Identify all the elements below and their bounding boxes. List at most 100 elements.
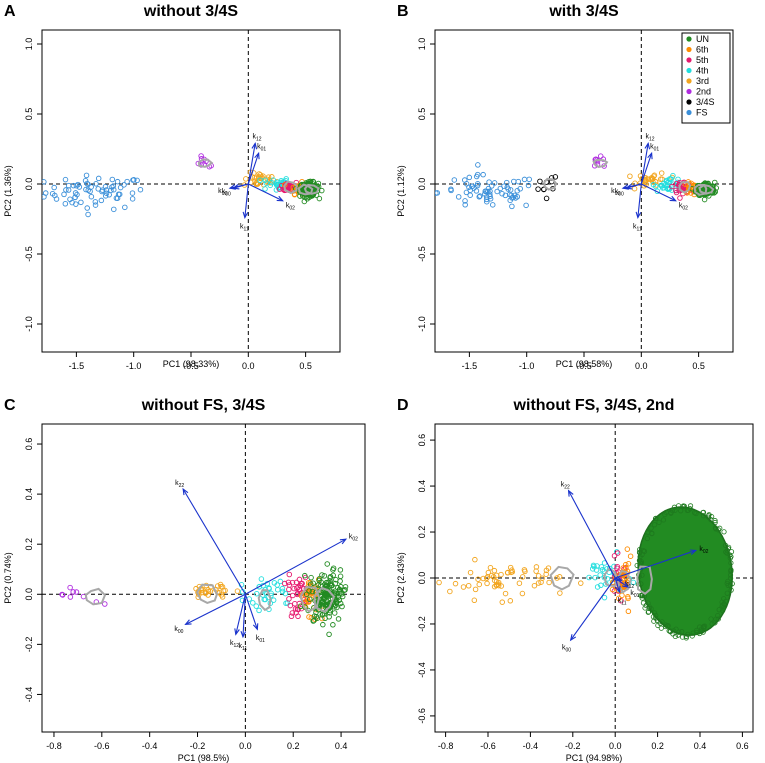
point	[267, 182, 274, 189]
point	[487, 196, 494, 202]
x-axis-label: PC1 (98.33%)	[163, 359, 220, 369]
point	[516, 580, 523, 586]
x-tick-label: 0.5	[692, 361, 705, 371]
point	[335, 594, 342, 601]
arrow-head	[647, 151, 653, 160]
point-UN	[700, 624, 707, 630]
point-UN	[694, 627, 700, 633]
point	[315, 582, 321, 588]
point	[525, 182, 532, 189]
point	[262, 177, 268, 183]
x-tick-label: 0.2	[287, 741, 300, 751]
point	[507, 197, 513, 204]
point-UN	[715, 527, 722, 533]
point	[337, 578, 343, 584]
point	[467, 569, 474, 576]
loading-label-k00: k00	[562, 645, 571, 654]
point	[306, 596, 313, 603]
panel-letter: B	[397, 3, 409, 20]
y-tick-label: 1.0	[417, 38, 427, 51]
y-tick-label: -0.2	[417, 616, 427, 632]
point-UN	[638, 559, 644, 565]
group-3-4S	[535, 174, 559, 202]
point	[460, 584, 467, 590]
point-UN	[709, 514, 715, 520]
point	[650, 179, 656, 185]
point-UN	[639, 595, 645, 601]
point-UN	[724, 590, 730, 596]
point	[509, 203, 515, 210]
point	[75, 181, 81, 188]
point	[337, 586, 343, 593]
group-FS	[435, 162, 532, 210]
point	[590, 562, 597, 569]
loading-label-k10: k10	[611, 188, 620, 197]
loading-arrow-k01	[614, 577, 629, 588]
point	[619, 592, 625, 599]
point	[586, 574, 592, 581]
point	[498, 583, 505, 589]
point	[326, 588, 332, 595]
point	[645, 176, 651, 182]
point	[507, 598, 514, 604]
point	[303, 591, 310, 597]
y-tick-label: 1.0	[24, 38, 34, 51]
point	[594, 584, 601, 590]
point	[95, 175, 102, 182]
point	[292, 606, 299, 612]
point	[339, 603, 345, 610]
point	[499, 599, 506, 605]
point	[658, 170, 665, 176]
point-UN	[673, 626, 679, 632]
point	[335, 616, 342, 622]
point-UN	[653, 515, 659, 521]
point	[321, 573, 328, 579]
x-tick-label: 0.2	[651, 741, 664, 751]
point	[220, 588, 227, 594]
point-UN	[717, 525, 723, 531]
point	[614, 563, 621, 570]
arrow-head	[615, 585, 621, 594]
point-UN	[724, 547, 730, 554]
loading-arrow-k01	[244, 594, 258, 630]
point	[122, 204, 128, 211]
point	[129, 196, 136, 202]
x-tick-label: 0.6	[736, 741, 749, 751]
point-UN	[641, 548, 648, 554]
point	[546, 579, 552, 586]
point-UN	[637, 547, 643, 553]
point-UN	[712, 518, 718, 524]
point	[533, 568, 539, 574]
point	[466, 174, 473, 181]
point-UN	[640, 600, 647, 606]
point	[491, 180, 498, 186]
point	[70, 589, 76, 595]
point	[487, 188, 493, 194]
point	[509, 567, 515, 573]
point	[310, 618, 316, 624]
point	[316, 195, 323, 202]
loading-label-k01: k01	[630, 590, 639, 599]
point	[552, 174, 559, 180]
point	[462, 202, 468, 208]
point	[113, 195, 120, 201]
loading-arrow-k12	[640, 143, 649, 185]
point	[653, 183, 659, 190]
group-contour	[603, 567, 618, 587]
loading-label-k22: k22	[175, 480, 184, 489]
point	[254, 181, 261, 187]
arrow-head	[234, 628, 240, 636]
y-tick-label: -1.0	[417, 316, 427, 332]
y-tick-label: 0.5	[24, 108, 34, 121]
point	[322, 615, 328, 622]
y-tick-label: 0.4	[417, 480, 427, 493]
point	[202, 590, 209, 597]
y-tick-label: 0.0	[417, 178, 427, 191]
point	[304, 596, 311, 603]
point	[137, 186, 144, 193]
group-contour	[543, 177, 558, 191]
loading-arrow-k22	[568, 490, 616, 579]
point	[611, 553, 618, 559]
loading-label-k12: k12	[230, 640, 239, 649]
point-UN	[684, 507, 690, 514]
